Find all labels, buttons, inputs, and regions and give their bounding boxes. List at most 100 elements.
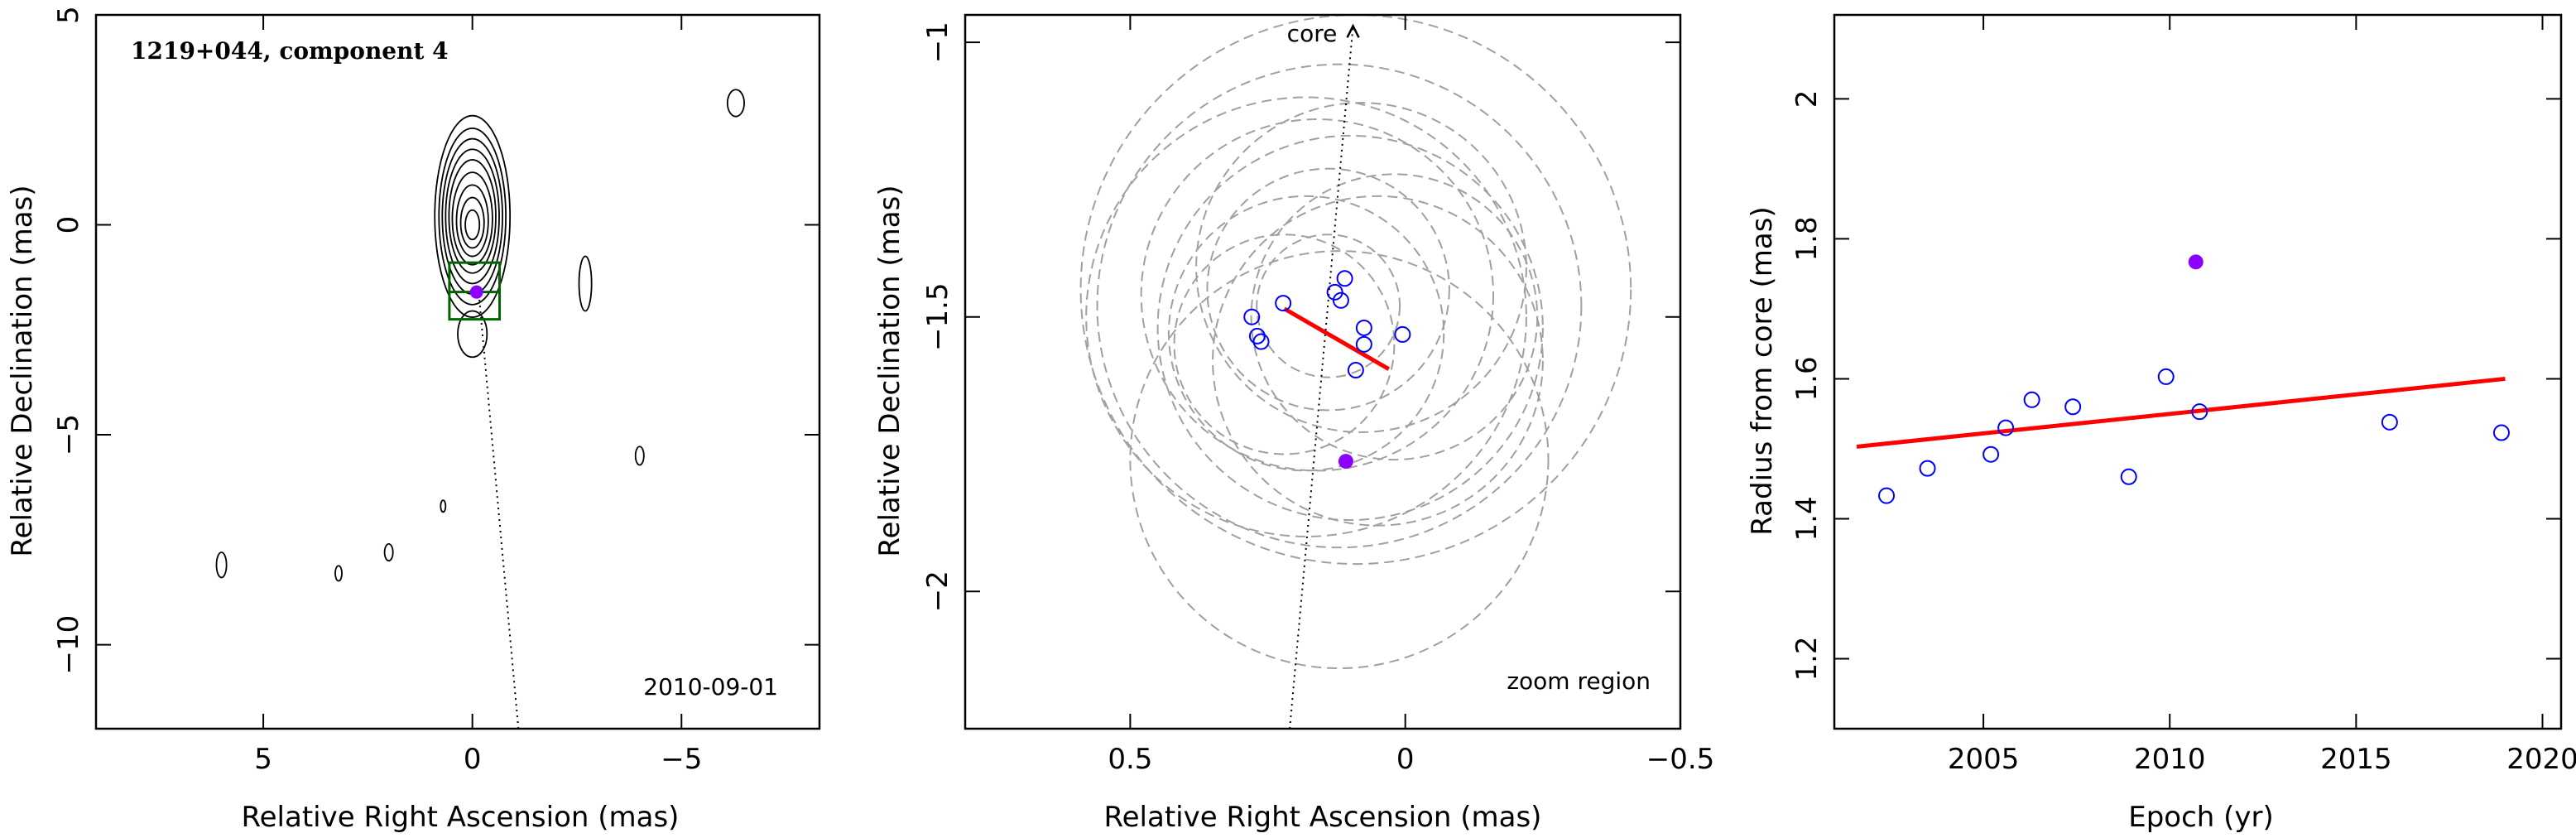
y-tick-label: 1.4 xyxy=(1790,496,1824,541)
position-point xyxy=(1248,327,1266,344)
radius-point xyxy=(2064,398,2082,416)
panel-zoom-region: 0.5 0 −0.5 −1 −1.5 −2 core zoom region Relati… xyxy=(873,13,1715,834)
radius-point xyxy=(2381,413,2398,431)
contour-level xyxy=(445,148,500,285)
y-tick-label: −10 xyxy=(52,615,85,675)
contour-level xyxy=(459,196,485,249)
x-tick-label: 0 xyxy=(1396,743,1415,776)
panel2-ylabel: Relative Declination (mas) xyxy=(873,185,906,556)
radius-point xyxy=(2492,424,2510,441)
position-point xyxy=(1394,325,1411,343)
panel-contour-map: 5 0 −5 5 0 −5 −10 1219+044, component 4 2010-0… xyxy=(6,6,821,834)
contour-level xyxy=(383,542,394,562)
radius-point xyxy=(1997,419,2015,436)
position-point xyxy=(1355,319,1372,336)
contour-level xyxy=(434,114,512,318)
zoom-region-label: zoom region xyxy=(1507,667,1651,695)
component-marker xyxy=(469,285,483,299)
zoom-plot-area: 0.5 0 −0.5 −1 −1.5 −2 xyxy=(921,13,1715,776)
panel1-title: 1219+044, component 4 xyxy=(131,37,449,65)
error-circle xyxy=(1206,167,1450,412)
contour-level xyxy=(726,89,745,118)
panel1-xlabel: Relative Right Ascension (mas) xyxy=(242,801,680,834)
contour-level xyxy=(334,565,343,582)
error-circle xyxy=(1129,250,1550,670)
contour-level xyxy=(451,171,493,266)
contour-level xyxy=(440,499,447,513)
radius-plot-area: 2005 2010 2015 2020 1.2 1.4 1.6 1.8 2 xyxy=(1790,13,2576,776)
error-circle xyxy=(1250,173,1539,461)
y-tick-label: 2 xyxy=(1790,90,1824,108)
contour-level xyxy=(448,159,497,274)
clipped-content xyxy=(1856,254,2510,504)
position-point xyxy=(1275,295,1292,312)
error-circle xyxy=(1256,234,1401,378)
position-point xyxy=(1332,291,1349,309)
radius-point xyxy=(2120,468,2137,485)
panel2-xlabel: Relative Right Ascension (mas) xyxy=(1104,801,1542,834)
x-tick-label: 2005 xyxy=(1948,743,2020,776)
y-tick-label: 0 xyxy=(52,216,85,234)
y-tick-label: 1.2 xyxy=(1790,636,1824,681)
position-point xyxy=(1243,308,1261,325)
highlighted-point xyxy=(2188,254,2204,270)
contour-level xyxy=(455,184,489,258)
y-tick-label: −2 xyxy=(921,571,954,612)
highlighted-point xyxy=(1338,454,1353,470)
panel3-xlabel: Epoch (yr) xyxy=(2128,801,2274,834)
contour-level xyxy=(441,137,503,296)
x-tick-label: 0 xyxy=(464,743,482,776)
contour-level xyxy=(438,128,507,306)
contour-level xyxy=(457,310,488,359)
error-circle xyxy=(1140,118,1495,472)
contour-level xyxy=(464,209,481,241)
x-tick-label: 5 xyxy=(254,743,272,776)
error-circle xyxy=(1173,234,1396,455)
error-circle xyxy=(1156,134,1544,522)
plot-frame xyxy=(94,13,821,730)
y-tick-label: −1.5 xyxy=(921,282,954,351)
x-tick-label: −0.5 xyxy=(1646,743,1715,776)
radius-point xyxy=(1982,445,2000,463)
contour-level xyxy=(578,255,593,312)
trend-line xyxy=(1856,376,2506,449)
clipped-content xyxy=(1079,15,1632,729)
jet-direction-line xyxy=(478,291,520,729)
x-tick-label: −5 xyxy=(661,743,702,776)
panel-radius-vs-epoch: 2005 2010 2015 2020 1.2 1.4 1.6 1.8 2 Epoch (yr)… xyxy=(1746,13,2576,834)
radius-point xyxy=(1878,487,1896,504)
position-point xyxy=(1355,335,1372,353)
panel1-ylabel: Relative Declination (mas) xyxy=(6,185,39,556)
position-point xyxy=(1336,270,1353,287)
contour-level xyxy=(634,445,645,466)
position-point xyxy=(1347,362,1364,379)
error-circle xyxy=(1195,102,1527,433)
radius-point xyxy=(2023,391,2040,408)
plot-frame xyxy=(964,13,1682,730)
y-tick-label: −1 xyxy=(921,22,954,63)
contour-plot-area: 5 0 −5 5 0 −5 −10 xyxy=(52,6,821,776)
radius-point xyxy=(1919,460,1936,477)
core-arrow-head xyxy=(1346,23,1360,38)
y-tick-label: 1.6 xyxy=(1790,356,1824,401)
position-point xyxy=(1252,333,1270,350)
core-label: core xyxy=(1287,20,1338,47)
plot-frame xyxy=(1833,13,2563,730)
clipped-content xyxy=(215,89,745,729)
trend-line xyxy=(1283,306,1391,371)
radius-point xyxy=(2191,403,2208,421)
radius-point xyxy=(2157,368,2175,385)
panel3-ylabel: Radius from core (mas) xyxy=(1746,206,1779,535)
epoch-annotation: 2010-09-01 xyxy=(643,673,778,701)
error-circle xyxy=(1167,195,1445,472)
y-tick-label: 5 xyxy=(52,6,85,24)
y-tick-label: 1.8 xyxy=(1790,216,1824,261)
contour-level xyxy=(215,551,228,579)
x-tick-label: 2015 xyxy=(2320,743,2392,776)
x-tick-label: 2020 xyxy=(2506,743,2576,776)
error-circle xyxy=(1096,63,1583,549)
error-circle xyxy=(1079,15,1632,565)
position-point xyxy=(1326,283,1343,301)
error-circle xyxy=(1212,195,1544,527)
